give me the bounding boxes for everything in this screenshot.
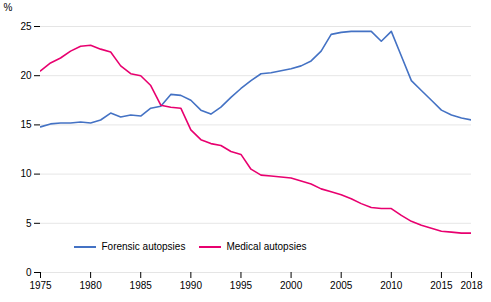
svg-text:1990: 1990 [180, 280, 203, 291]
svg-text:%: % [4, 2, 13, 13]
svg-text:1980: 1980 [79, 280, 102, 291]
svg-text:2010: 2010 [380, 280, 403, 291]
svg-text:2000: 2000 [280, 280, 303, 291]
svg-text:2015: 2015 [430, 280, 453, 291]
svg-text:15: 15 [20, 119, 32, 130]
svg-text:1985: 1985 [130, 280, 153, 291]
svg-text:10: 10 [20, 168, 32, 179]
svg-text:5: 5 [26, 218, 32, 229]
svg-text:2018: 2018 [460, 280, 483, 291]
html-text:Forensic autopsies: Forensic autopsies [101, 241, 186, 253]
svg-text:0: 0 [26, 267, 32, 278]
svg-text:1975: 1975 [29, 280, 52, 291]
svg-text:25: 25 [20, 21, 32, 32]
html-text:Medical autopsies: Medical autopsies [226, 241, 307, 253]
svg-text:20: 20 [20, 70, 32, 81]
svg-text:1995: 1995 [230, 280, 253, 291]
svg-text:2005: 2005 [330, 280, 353, 291]
